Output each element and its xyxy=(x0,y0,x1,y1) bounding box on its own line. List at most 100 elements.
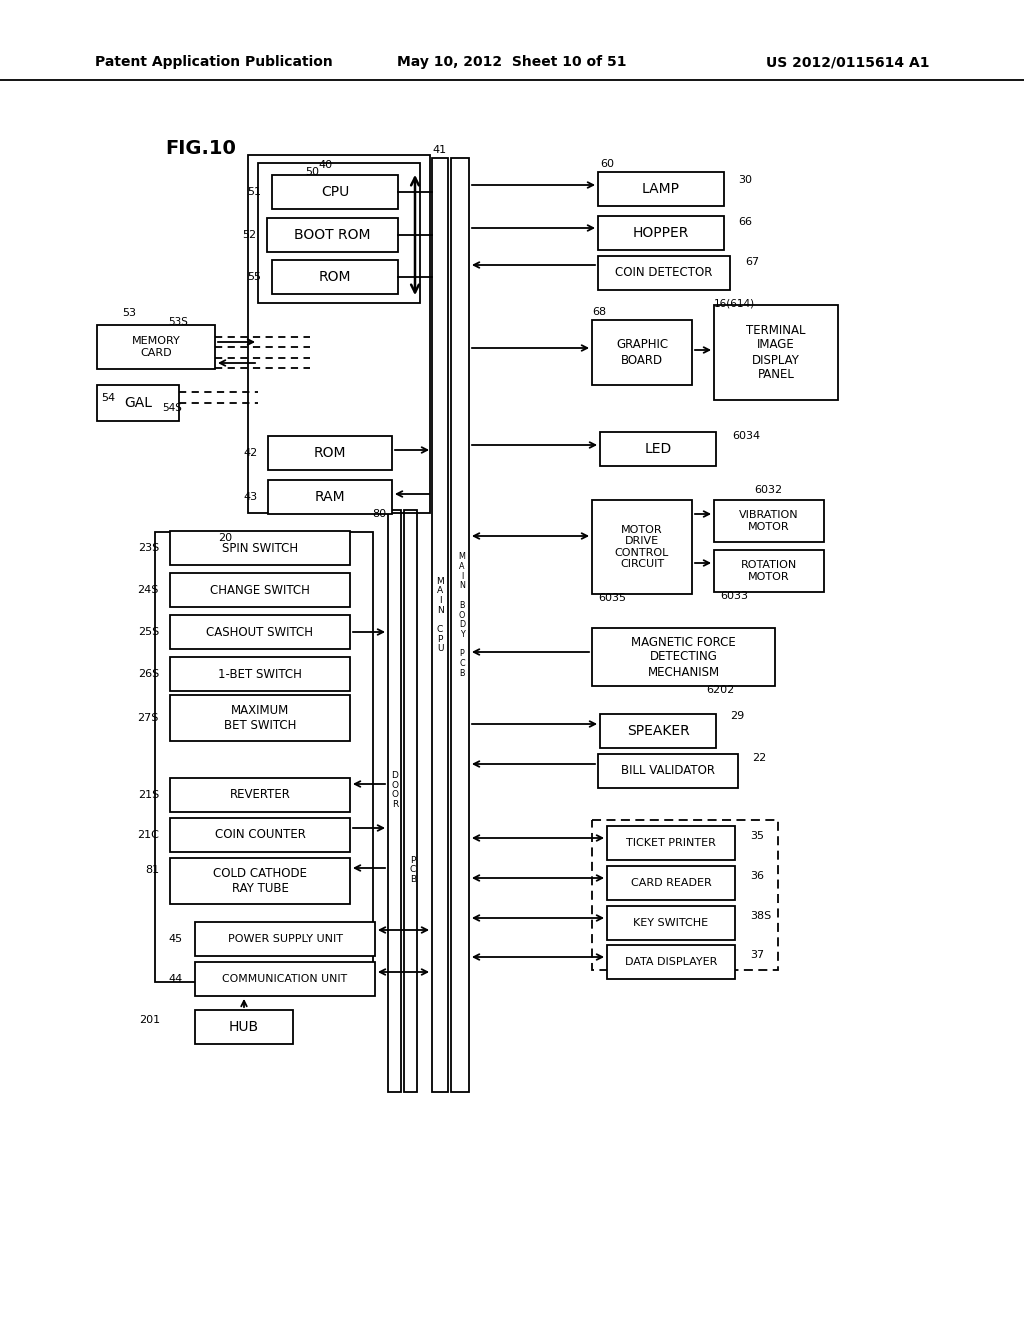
Text: 68: 68 xyxy=(592,308,606,317)
Bar xyxy=(170,531,350,565)
Text: US 2012/0115614 A1: US 2012/0115614 A1 xyxy=(767,55,930,69)
Text: 53: 53 xyxy=(122,308,136,318)
Bar xyxy=(195,1010,293,1044)
Text: 67: 67 xyxy=(745,257,759,267)
Text: 22: 22 xyxy=(752,752,766,763)
Text: SPEAKER: SPEAKER xyxy=(627,723,689,738)
Text: RAM: RAM xyxy=(314,490,345,504)
Text: 6033: 6033 xyxy=(720,591,748,601)
Text: 27S: 27S xyxy=(137,713,159,723)
Text: 42: 42 xyxy=(244,447,258,458)
Text: 44: 44 xyxy=(169,974,183,983)
Text: MEMORY
CARD: MEMORY CARD xyxy=(132,337,180,358)
Bar xyxy=(598,172,724,206)
Bar xyxy=(451,158,469,1092)
Text: ROM: ROM xyxy=(313,446,346,459)
Text: 41: 41 xyxy=(432,145,446,154)
Bar xyxy=(607,906,735,940)
Text: 201: 201 xyxy=(139,1015,160,1026)
Text: 26S: 26S xyxy=(138,669,159,678)
Text: P
C
B: P C B xyxy=(410,855,416,884)
Bar xyxy=(170,657,350,690)
Bar xyxy=(598,256,730,290)
Text: CHANGE SWITCH: CHANGE SWITCH xyxy=(210,583,310,597)
Text: COIN DETECTOR: COIN DETECTOR xyxy=(615,267,713,280)
Bar xyxy=(600,432,716,466)
Text: DATA DISPLAYER: DATA DISPLAYER xyxy=(625,957,717,968)
Text: 6034: 6034 xyxy=(732,432,760,441)
Text: 66: 66 xyxy=(738,216,752,227)
Bar xyxy=(592,820,778,970)
Text: 52: 52 xyxy=(242,230,256,240)
Bar xyxy=(195,962,375,997)
Bar xyxy=(170,573,350,607)
Bar xyxy=(432,158,449,1092)
Text: 29: 29 xyxy=(730,711,744,721)
Text: LED: LED xyxy=(644,442,672,455)
Bar xyxy=(195,921,375,956)
Text: 80: 80 xyxy=(372,510,386,519)
Bar xyxy=(598,754,738,788)
Text: ROM: ROM xyxy=(318,271,351,284)
Text: ROTATION
MOTOR: ROTATION MOTOR xyxy=(741,560,797,582)
Bar xyxy=(170,777,350,812)
Text: 21S: 21S xyxy=(138,789,159,800)
Text: M
A
I
N
 
C
P
U: M A I N C P U xyxy=(436,577,443,653)
Text: 43: 43 xyxy=(244,492,258,502)
Text: 53S: 53S xyxy=(168,317,187,327)
Text: D
O
O
R: D O O R xyxy=(391,771,398,809)
Text: 40: 40 xyxy=(318,160,332,170)
Bar xyxy=(404,510,417,1092)
Bar xyxy=(97,325,215,370)
Text: 45: 45 xyxy=(169,935,183,944)
Text: REVERTER: REVERTER xyxy=(229,788,291,801)
Text: VIBRATION
MOTOR: VIBRATION MOTOR xyxy=(739,511,799,532)
Text: 38S: 38S xyxy=(750,911,771,921)
Text: 24S: 24S xyxy=(137,585,159,595)
Text: 6035: 6035 xyxy=(598,593,626,603)
Text: MAXIMUM
BET SWITCH: MAXIMUM BET SWITCH xyxy=(224,704,296,733)
Bar xyxy=(388,510,401,1092)
Text: BILL VALIDATOR: BILL VALIDATOR xyxy=(621,764,715,777)
Text: HUB: HUB xyxy=(229,1020,259,1034)
Text: 51: 51 xyxy=(247,187,261,197)
Text: COLD CATHODE
RAY TUBE: COLD CATHODE RAY TUBE xyxy=(213,867,307,895)
Text: SPIN SWITCH: SPIN SWITCH xyxy=(222,541,298,554)
Bar xyxy=(600,714,716,748)
Bar xyxy=(268,480,392,513)
Text: MAGNETIC FORCE
DETECTING
MECHANISM: MAGNETIC FORCE DETECTING MECHANISM xyxy=(631,635,736,678)
Text: 36: 36 xyxy=(750,871,764,880)
Bar xyxy=(155,532,373,982)
Text: 54S: 54S xyxy=(162,403,182,413)
Text: 25S: 25S xyxy=(138,627,159,638)
Text: 37: 37 xyxy=(750,950,764,960)
Bar xyxy=(248,154,430,513)
Text: FIG.10: FIG.10 xyxy=(165,139,236,157)
Text: MOTOR
DRIVE
CONTROL
CIRCUIT: MOTOR DRIVE CONTROL CIRCUIT xyxy=(614,524,670,569)
Bar xyxy=(170,858,350,904)
Text: CARD READER: CARD READER xyxy=(631,878,712,888)
Text: COIN COUNTER: COIN COUNTER xyxy=(215,829,305,842)
Text: 23S: 23S xyxy=(138,543,159,553)
Bar xyxy=(97,385,179,421)
Text: 20: 20 xyxy=(218,533,232,543)
Bar xyxy=(598,216,724,249)
Bar xyxy=(607,826,735,861)
Text: 54: 54 xyxy=(101,393,115,403)
Bar xyxy=(170,615,350,649)
Bar xyxy=(272,176,398,209)
Bar xyxy=(714,500,824,543)
Text: 50: 50 xyxy=(305,168,319,177)
Text: LAMP: LAMP xyxy=(642,182,680,195)
Bar xyxy=(714,305,838,400)
Bar xyxy=(607,866,735,900)
Bar xyxy=(607,945,735,979)
Bar xyxy=(268,436,392,470)
Text: POWER SUPPLY UNIT: POWER SUPPLY UNIT xyxy=(227,935,342,944)
Bar xyxy=(592,500,692,594)
Text: 6202: 6202 xyxy=(706,685,734,696)
Text: GRAPHIC
BOARD: GRAPHIC BOARD xyxy=(616,338,668,367)
Text: 16(614): 16(614) xyxy=(714,300,755,309)
Text: 21C: 21C xyxy=(137,830,159,840)
Text: Patent Application Publication: Patent Application Publication xyxy=(95,55,333,69)
